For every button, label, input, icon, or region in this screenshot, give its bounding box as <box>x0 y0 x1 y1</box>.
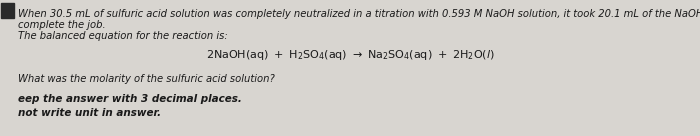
Text: not write unit in answer.: not write unit in answer. <box>18 108 161 118</box>
Bar <box>1 3 14 18</box>
Text: eep the answer with 3 decimal places.: eep the answer with 3 decimal places. <box>18 94 242 104</box>
Text: When 30.5 mL of sulfuric acid solution was completely neutralized in a titration: When 30.5 mL of sulfuric acid solution w… <box>18 9 700 19</box>
Text: complete the job.: complete the job. <box>18 20 106 30</box>
Text: What was the molarity of the sulfuric acid solution?: What was the molarity of the sulfuric ac… <box>18 74 274 84</box>
Text: The balanced equation for the reaction is:: The balanced equation for the reaction i… <box>18 31 227 41</box>
Text: $\mathrm{2NaOH(aq)\ +\ H_2SO_4(aq)\ \rightarrow\ Na_2SO_4(aq)\ +\ 2H_2O(\mathit{: $\mathrm{2NaOH(aq)\ +\ H_2SO_4(aq)\ \rig… <box>206 48 494 62</box>
